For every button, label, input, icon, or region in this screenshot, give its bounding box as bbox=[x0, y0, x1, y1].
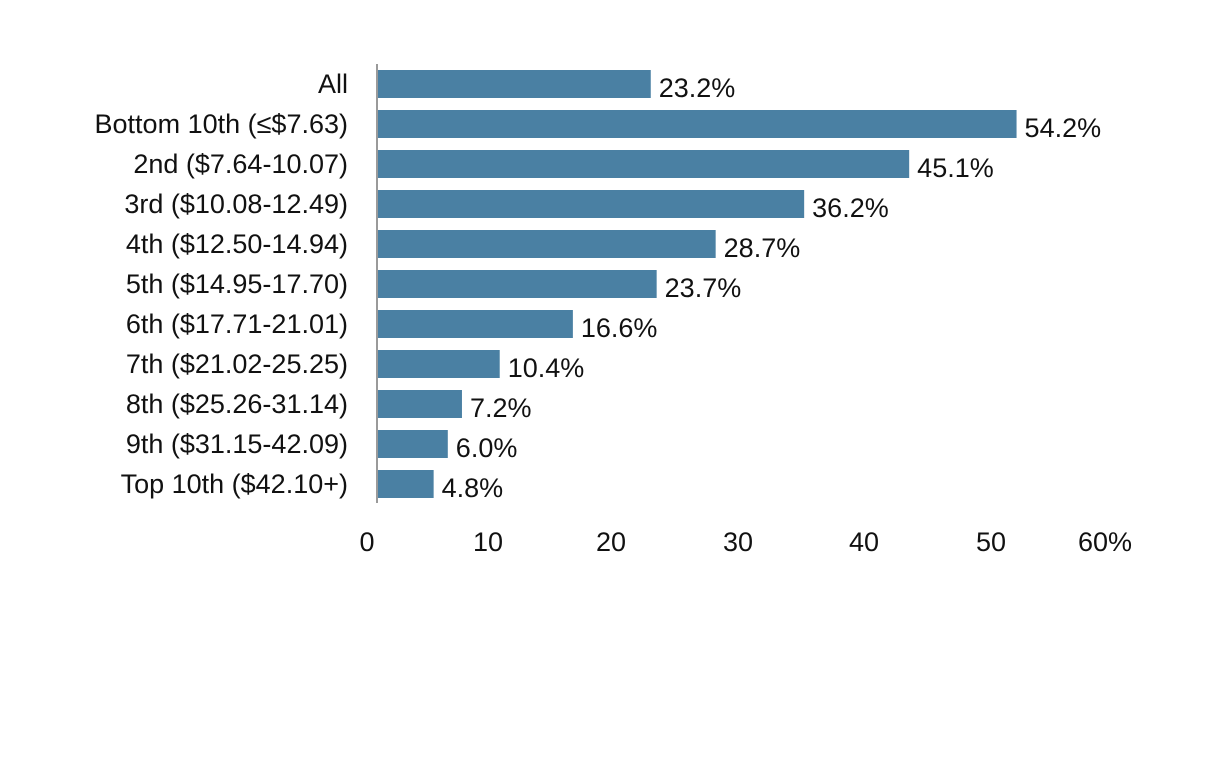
category-label-7: 7th ($21.02-25.25) bbox=[126, 349, 348, 379]
category-labels: All Bottom 10th (≤$7.63) 2nd ($7.64-10.07)… bbox=[95, 69, 348, 499]
value-label-0: 23.2% bbox=[659, 73, 736, 103]
x-tick-label-0: 0 bbox=[359, 527, 374, 557]
value-label-3: 36.2% bbox=[812, 193, 889, 223]
bar-10 bbox=[378, 470, 434, 498]
category-label-5: 5th ($14.95-17.70) bbox=[126, 269, 348, 299]
value-labels: 23.2% 54.2% 45.1% 36.2% 28.7% 23.7%16.6% 10.4%… bbox=[442, 73, 1101, 503]
x-axis-ticks: 0 10 20 30 40 50 60% bbox=[359, 527, 1132, 557]
bar-7 bbox=[378, 350, 500, 378]
value-label-2: 45.1% bbox=[917, 153, 994, 183]
category-label-2: 2nd ($7.64-10.07) bbox=[133, 149, 348, 179]
bar-1 bbox=[378, 110, 1017, 138]
bar-2 bbox=[378, 150, 910, 178]
value-label-9: 6.0% bbox=[456, 433, 518, 463]
bar-3 bbox=[378, 190, 805, 218]
category-label-9: 9th ($31.15-42.09) bbox=[126, 429, 348, 459]
bar-8 bbox=[378, 390, 462, 418]
bar-5 bbox=[378, 270, 657, 298]
x-tick-label-5: 50 bbox=[976, 527, 1006, 557]
value-label-8: 7.2% bbox=[470, 393, 532, 423]
bar-0 bbox=[378, 70, 651, 98]
value-label-1: 54.2% bbox=[1025, 113, 1102, 143]
value-label-4: 28.7% bbox=[724, 233, 801, 263]
bar-9 bbox=[378, 430, 448, 458]
bars-layer bbox=[378, 70, 1017, 498]
value-label-7: 10.4% bbox=[508, 353, 585, 383]
category-label-10: Top 10th ($42.10+) bbox=[121, 469, 348, 499]
bar-4 bbox=[378, 230, 716, 258]
x-tick-label-3: 30 bbox=[723, 527, 753, 557]
category-label-6: 6th ($17.71-21.01) bbox=[126, 309, 348, 339]
value-label-5: 23.7% bbox=[665, 273, 742, 303]
category-label-4: 4th ($12.50-14.94) bbox=[126, 229, 348, 259]
x-tick-label-2: 20 bbox=[596, 527, 626, 557]
x-tick-label-4: 40 bbox=[849, 527, 879, 557]
category-label-3: 3rd ($10.08-12.49) bbox=[124, 189, 348, 219]
category-label-8: 8th ($25.26-31.14) bbox=[126, 389, 348, 419]
category-label-0: All bbox=[318, 69, 348, 99]
value-label-10: 4.8% bbox=[442, 473, 504, 503]
x-tick-label-6: 60% bbox=[1078, 527, 1132, 557]
value-label-6: 16.6% bbox=[581, 313, 658, 343]
x-tick-label-1: 10 bbox=[473, 527, 503, 557]
category-label-1: Bottom 10th (≤$7.63) bbox=[95, 109, 348, 139]
bar-6 bbox=[378, 310, 573, 338]
